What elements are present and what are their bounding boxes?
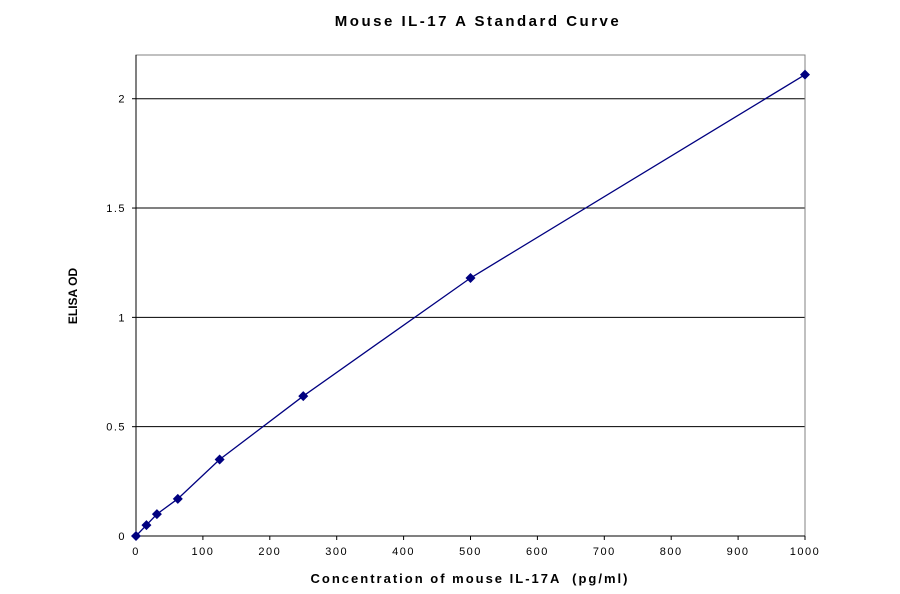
grid-lines xyxy=(136,98,805,428)
x-tick-label: 500 xyxy=(459,546,482,558)
y-tick-label: 0.5 xyxy=(106,422,126,434)
y-axis-label: ELISA OD xyxy=(66,268,80,325)
chart-title: Mouse IL-17 A Standard Curve xyxy=(335,13,621,30)
x-tick-label: 900 xyxy=(727,546,750,558)
data-point-marker xyxy=(141,520,152,531)
x-tick-label: 700 xyxy=(593,546,616,558)
y-tick-labels: 0 0.5 1 1.5 2 xyxy=(106,94,126,543)
x-tick-label: 0 xyxy=(132,546,140,558)
y-tick-label: 0 xyxy=(118,531,126,543)
x-tick-label: 200 xyxy=(258,546,281,558)
x-tick-label: 1000 xyxy=(790,546,820,558)
x-tick-label: 100 xyxy=(191,546,214,558)
x-tick-labels: 0 100 200 300 400 500 600 700 800 900 1000 xyxy=(132,546,820,558)
x-tick-label: 400 xyxy=(392,546,415,558)
series-group xyxy=(131,69,810,541)
plot-area-border xyxy=(135,54,806,537)
x-tick-label: 800 xyxy=(660,546,683,558)
y-tick-label: 2 xyxy=(118,94,126,106)
x-tick-label: 600 xyxy=(526,546,549,558)
series-line xyxy=(135,74,806,537)
data-point-marker xyxy=(298,391,309,402)
data-point-marker xyxy=(151,509,162,520)
data-point-marker xyxy=(131,531,141,541)
axes xyxy=(132,55,806,540)
y-tick-label: 1.5 xyxy=(106,203,126,215)
data-point-marker xyxy=(172,493,183,504)
y-tick-label: 1 xyxy=(118,312,126,324)
x-axis-label: Concentration of mouse IL-17A (pg/ml) xyxy=(311,571,630,586)
data-point-marker xyxy=(214,454,225,465)
data-point-marker xyxy=(465,273,476,284)
data-point-marker xyxy=(800,69,810,80)
x-tick-label: 300 xyxy=(325,546,348,558)
